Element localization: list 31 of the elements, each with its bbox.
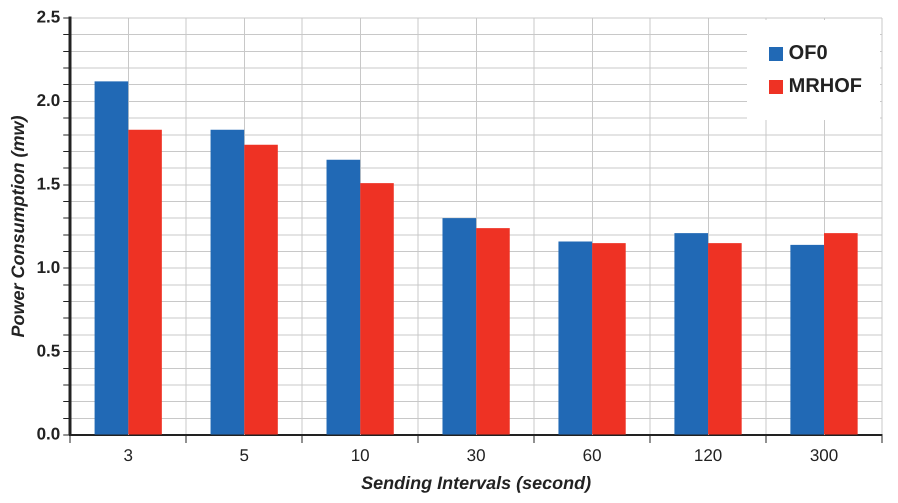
bar: [244, 144, 278, 434]
y-tick-label: 2.5: [36, 8, 60, 27]
x-tick-label: 120: [694, 446, 722, 465]
bar: [326, 160, 360, 434]
y-tick-label: 0.5: [36, 341, 60, 360]
y-tick-label: 1.0: [36, 258, 60, 277]
x-axis-title: Sending Intervals (second): [361, 473, 592, 494]
legend-label: MRHOF: [788, 75, 862, 98]
bar: [790, 244, 824, 434]
bar: [210, 130, 244, 434]
y-tick-label: 1.5: [36, 174, 60, 194]
bar: [442, 218, 476, 434]
y-tick-label: 0.0: [36, 424, 60, 444]
bar: [128, 130, 162, 434]
bar: [360, 183, 394, 434]
bar: [94, 81, 128, 434]
x-tick-label: 30: [466, 446, 486, 465]
y-axis-title: Power Consumption (mw): [8, 116, 28, 338]
legend-label: OF0: [788, 42, 828, 65]
bar: [824, 233, 858, 434]
x-tick-label: 3: [123, 446, 133, 465]
bar: [708, 243, 742, 434]
x-tick-label: 60: [582, 446, 602, 465]
bar: [476, 228, 510, 434]
x-tick-label: 10: [350, 446, 370, 465]
bar: [674, 233, 708, 434]
x-tick-label: 5: [239, 446, 249, 465]
bar: [558, 242, 592, 434]
x-tick-label: 300: [810, 446, 838, 465]
bar: [592, 243, 626, 434]
y-tick-label: 2.0: [36, 91, 60, 110]
